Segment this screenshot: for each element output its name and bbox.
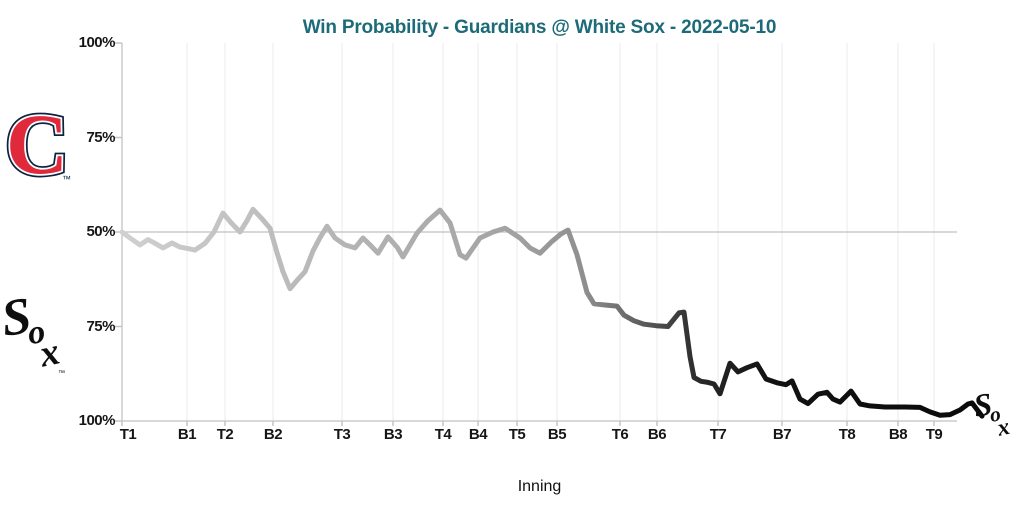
x-tick-label-t4: T4: [434, 426, 452, 443]
x-tick-label-t7: T7: [709, 426, 727, 443]
y-tick-label: 75%: [86, 317, 115, 335]
x-tick-label-b5: B5: [547, 426, 567, 443]
x-tick-label-b3: B3: [383, 426, 403, 443]
x-tick-label-t9: T9: [925, 426, 943, 443]
guardians-c-icon: C: [6, 96, 68, 192]
x-tick-label-t5: T5: [508, 426, 526, 443]
win-probability-line: [119, 206, 985, 419]
x-tick-label-t1: T1: [119, 426, 137, 443]
x-tick-label-b4: B4: [468, 426, 488, 443]
chart-title: Win Probability - Guardians @ White Sox …: [302, 17, 777, 38]
y-tick-label: 50%: [86, 223, 115, 240]
x-tick-label-b8: B8: [888, 426, 908, 443]
sox-letter-x: x: [35, 330, 64, 376]
guardians-c-inner-line: C: [6, 96, 68, 192]
x-tick-label-t2: T2: [216, 426, 234, 443]
x-tick-label-t3: T3: [333, 426, 351, 443]
x-tick-label-t8: T8: [838, 426, 856, 443]
guardians-trademark: ™: [62, 174, 71, 184]
x-tick-label-b1: B1: [177, 426, 197, 443]
x-tick-label-b2: B2: [263, 426, 283, 443]
y-tick-label: 75%: [86, 128, 115, 146]
sox-letter-x: x: [994, 413, 1012, 442]
x-tick-label-b7: B7: [772, 426, 792, 443]
white-sox-trademark: ™: [58, 370, 65, 377]
guardians-logo: C C C ™: [4, 96, 72, 192]
x-tick-label-b6: B6: [647, 426, 667, 443]
x-axis-title: Inning: [517, 478, 562, 495]
white-sox-winner-logo: S o x: [972, 387, 1017, 448]
y-tick-label: 100%: [78, 34, 116, 51]
x-tick-label-t6: T6: [611, 426, 629, 443]
white-sox-logo: S o x ™: [0, 287, 72, 386]
y-tick-label: 100%: [78, 412, 116, 429]
guardians-c-outline: C: [6, 96, 68, 192]
